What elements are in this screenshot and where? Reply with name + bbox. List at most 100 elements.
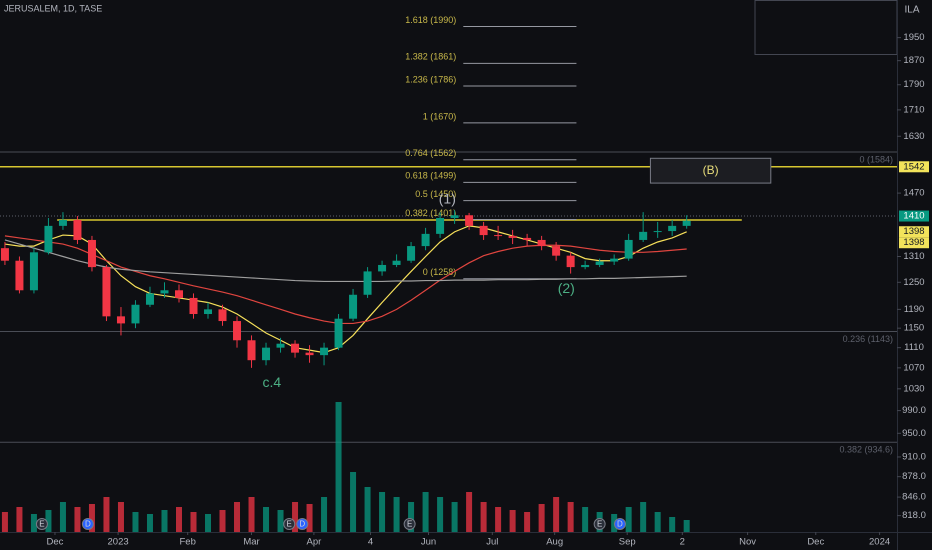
- volume-bar: [364, 487, 371, 532]
- event-label: E: [597, 520, 602, 529]
- y-tick-label: 1310: [903, 251, 924, 262]
- event-label: E: [287, 520, 292, 529]
- x-tick-label: 2023: [108, 537, 129, 548]
- price-marker: [899, 210, 929, 222]
- volume-bar: [103, 497, 110, 532]
- x-tick-label: Jun: [421, 537, 436, 548]
- volume-bar: [59, 502, 66, 532]
- candle-body: [523, 237, 532, 240]
- fib-label: 0.764 (1562): [405, 148, 456, 158]
- volume-bar: [205, 514, 212, 532]
- candle-body: [378, 264, 387, 272]
- candle-body: [653, 231, 662, 233]
- candle-body: [320, 347, 329, 356]
- x-tick-label: Apr: [306, 537, 321, 548]
- volume-bar: [16, 507, 23, 532]
- volume-bar: [524, 512, 531, 532]
- volume-bar: [538, 504, 545, 532]
- candle-body: [15, 260, 24, 291]
- candle-body: [363, 271, 372, 295]
- volume-bar: [306, 504, 313, 532]
- volume-bar: [451, 502, 458, 532]
- event-marker: [403, 518, 416, 530]
- volume-bar: [321, 497, 328, 532]
- candle-body: [116, 316, 125, 324]
- volume-bar: [30, 514, 37, 532]
- fib-label: 0 (1584): [859, 154, 893, 164]
- volume-bar: [654, 512, 661, 532]
- candle-body: [174, 290, 183, 298]
- event-label: E: [39, 520, 44, 529]
- volume-bar: [422, 492, 429, 532]
- x-tick-label: 2: [680, 537, 685, 548]
- x-tick-label: Sep: [619, 537, 636, 548]
- volume-bar: [335, 402, 342, 532]
- candle-body: [145, 293, 154, 305]
- candle-body: [334, 318, 343, 348]
- candle-body: [566, 255, 575, 268]
- y-tick-label: 1250: [903, 277, 924, 288]
- y-tick-label: 846.0: [902, 492, 926, 503]
- volume-bar: [437, 497, 444, 532]
- volume-bar: [175, 507, 182, 532]
- candle-body: [276, 343, 285, 348]
- candle-body: [73, 219, 82, 240]
- y-tick-label: 910.0: [902, 451, 926, 462]
- y-tick-label: 1030: [903, 383, 924, 394]
- price-marker-label: 1398: [903, 226, 924, 237]
- candle-body: [581, 264, 590, 268]
- candle-body: [682, 220, 691, 226]
- volume-bar: [408, 502, 415, 532]
- x-tick-label: Feb: [180, 537, 196, 548]
- y-tick-label: 1870: [903, 55, 924, 66]
- fib-label: 1.236 (1786): [405, 74, 456, 84]
- volume-bar: [379, 492, 386, 532]
- candle-body: [58, 219, 67, 226]
- annotation: (2): [558, 280, 575, 296]
- volume-bar: [45, 510, 52, 532]
- volume-bar: [669, 517, 676, 532]
- candle-body: [87, 239, 96, 268]
- candle-body: [233, 321, 242, 341]
- candle-body: [29, 252, 38, 291]
- candle-body: [668, 225, 677, 232]
- y-tick-label: 1950: [903, 32, 924, 43]
- candle-body: [204, 309, 213, 315]
- y-tick-label: 1630: [903, 131, 924, 142]
- candle-body: [450, 215, 459, 218]
- fib-label: 0 (1258): [423, 267, 457, 277]
- x-tick-label: Nov: [739, 537, 756, 548]
- volume-bar: [88, 504, 95, 532]
- volume-bar: [553, 497, 560, 532]
- candle-body: [160, 290, 169, 294]
- x-tick-label: Mar: [243, 537, 259, 548]
- chart-title: JERUSALEM, 1D, TASE: [4, 3, 102, 13]
- y-tick-label: 1150: [904, 323, 924, 334]
- event-marker: [296, 518, 309, 530]
- price-marker: [899, 161, 929, 173]
- candle-body: [639, 231, 648, 240]
- fib-label: 0.618 (1499): [405, 171, 456, 181]
- candle-body: [262, 347, 271, 361]
- x-tick-label: 2024: [869, 537, 890, 548]
- moving-average: [4, 239, 687, 283]
- candle-body: [218, 309, 227, 322]
- fib-label: 0.5 (1450): [415, 189, 456, 199]
- volume-bar: [277, 510, 284, 532]
- event-marker: [593, 518, 606, 530]
- candle-body: [494, 235, 503, 237]
- x-tick-label: Dec: [807, 537, 824, 548]
- candle-body: [247, 340, 256, 361]
- volume-bar: [132, 512, 139, 532]
- y-tick-label: 1470: [903, 188, 924, 199]
- candle-body: [436, 217, 445, 234]
- volume-bar: [146, 514, 153, 532]
- volume-bar: [567, 502, 574, 532]
- y-tick-label: 818.0: [902, 510, 926, 521]
- currency: ILA: [904, 5, 919, 16]
- fib-label: 0.382 (1401): [405, 208, 456, 218]
- y-tick-label: 1710: [903, 104, 924, 115]
- candle-body: [479, 225, 488, 236]
- volume-bar: [219, 510, 226, 532]
- candle-body: [349, 294, 358, 319]
